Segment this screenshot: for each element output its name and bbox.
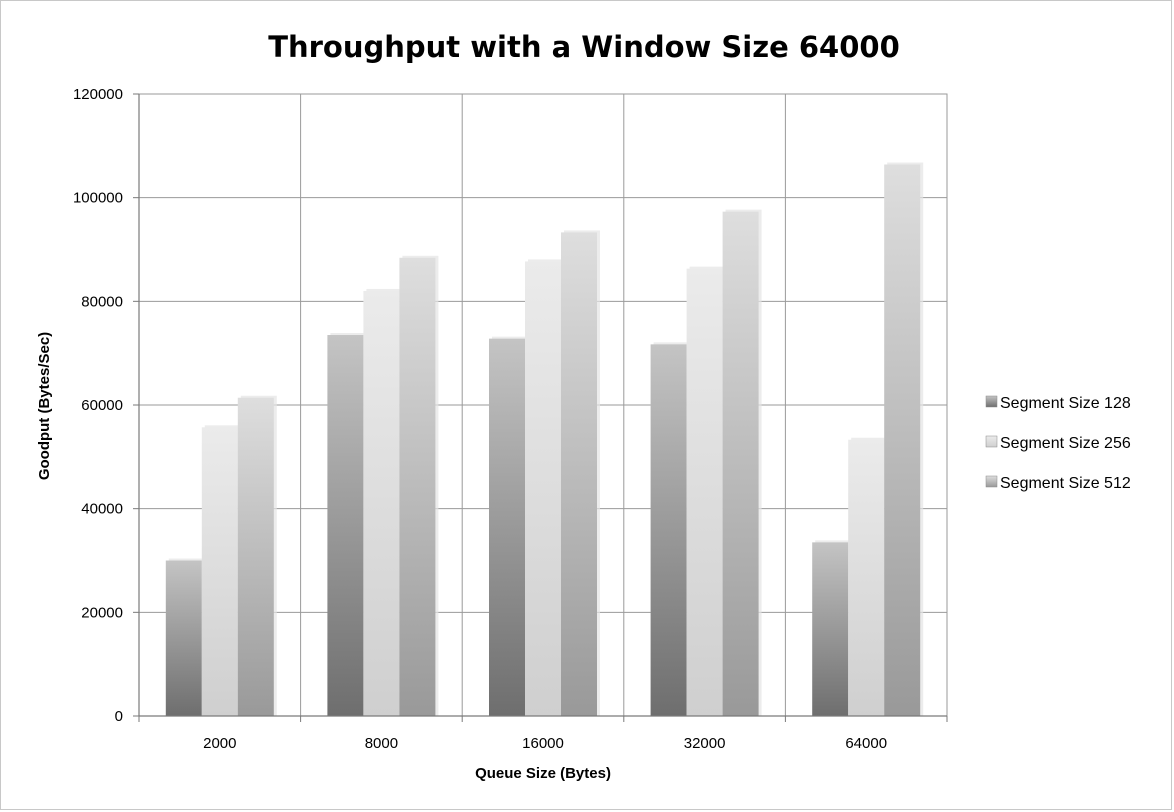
bar <box>327 335 364 716</box>
y-tick-label: 120000 <box>73 86 123 103</box>
chart-title: Throughput with a Window Size 64000 <box>268 30 900 64</box>
bar <box>237 397 274 716</box>
bar <box>722 211 759 716</box>
x-tick-label: 8000 <box>365 735 398 752</box>
legend-label: Segment Size 256 <box>1000 435 1131 452</box>
legend-label: Segment Size 128 <box>1000 395 1131 412</box>
x-axis-label: Queue Size (Bytes) <box>475 765 611 782</box>
y-tick-label: 40000 <box>81 501 123 518</box>
y-tick-label: 0 <box>115 708 123 725</box>
bar <box>201 427 238 716</box>
x-tick-label: 16000 <box>522 735 564 752</box>
bar <box>165 560 202 716</box>
legend: Segment Size 128 Segment Size 256 Segment … <box>985 395 1131 492</box>
bar <box>561 232 597 716</box>
x-tick-label: 32000 <box>684 735 726 752</box>
bar <box>399 257 436 716</box>
legend-swatch <box>985 435 998 448</box>
y-tick-label: 60000 <box>81 397 123 414</box>
legend-label: Segment Size 512 <box>1000 475 1131 492</box>
bar <box>812 542 849 716</box>
legend-swatch <box>985 395 998 408</box>
y-tick-label: 100000 <box>73 190 123 207</box>
y-tick-label: 20000 <box>81 604 123 621</box>
bar <box>525 261 561 716</box>
x-tick-label: 2000 <box>203 735 236 752</box>
bar <box>686 268 723 716</box>
bar <box>848 439 885 716</box>
y-tick-label: 80000 <box>81 293 123 310</box>
bar <box>650 344 687 716</box>
y-axis-label: Goodput (Bytes/Sec) <box>36 332 53 480</box>
x-tick-label: 64000 <box>845 735 887 752</box>
bar <box>489 338 525 716</box>
bar <box>884 164 921 716</box>
legend-swatch <box>985 475 998 488</box>
bar <box>363 290 400 716</box>
